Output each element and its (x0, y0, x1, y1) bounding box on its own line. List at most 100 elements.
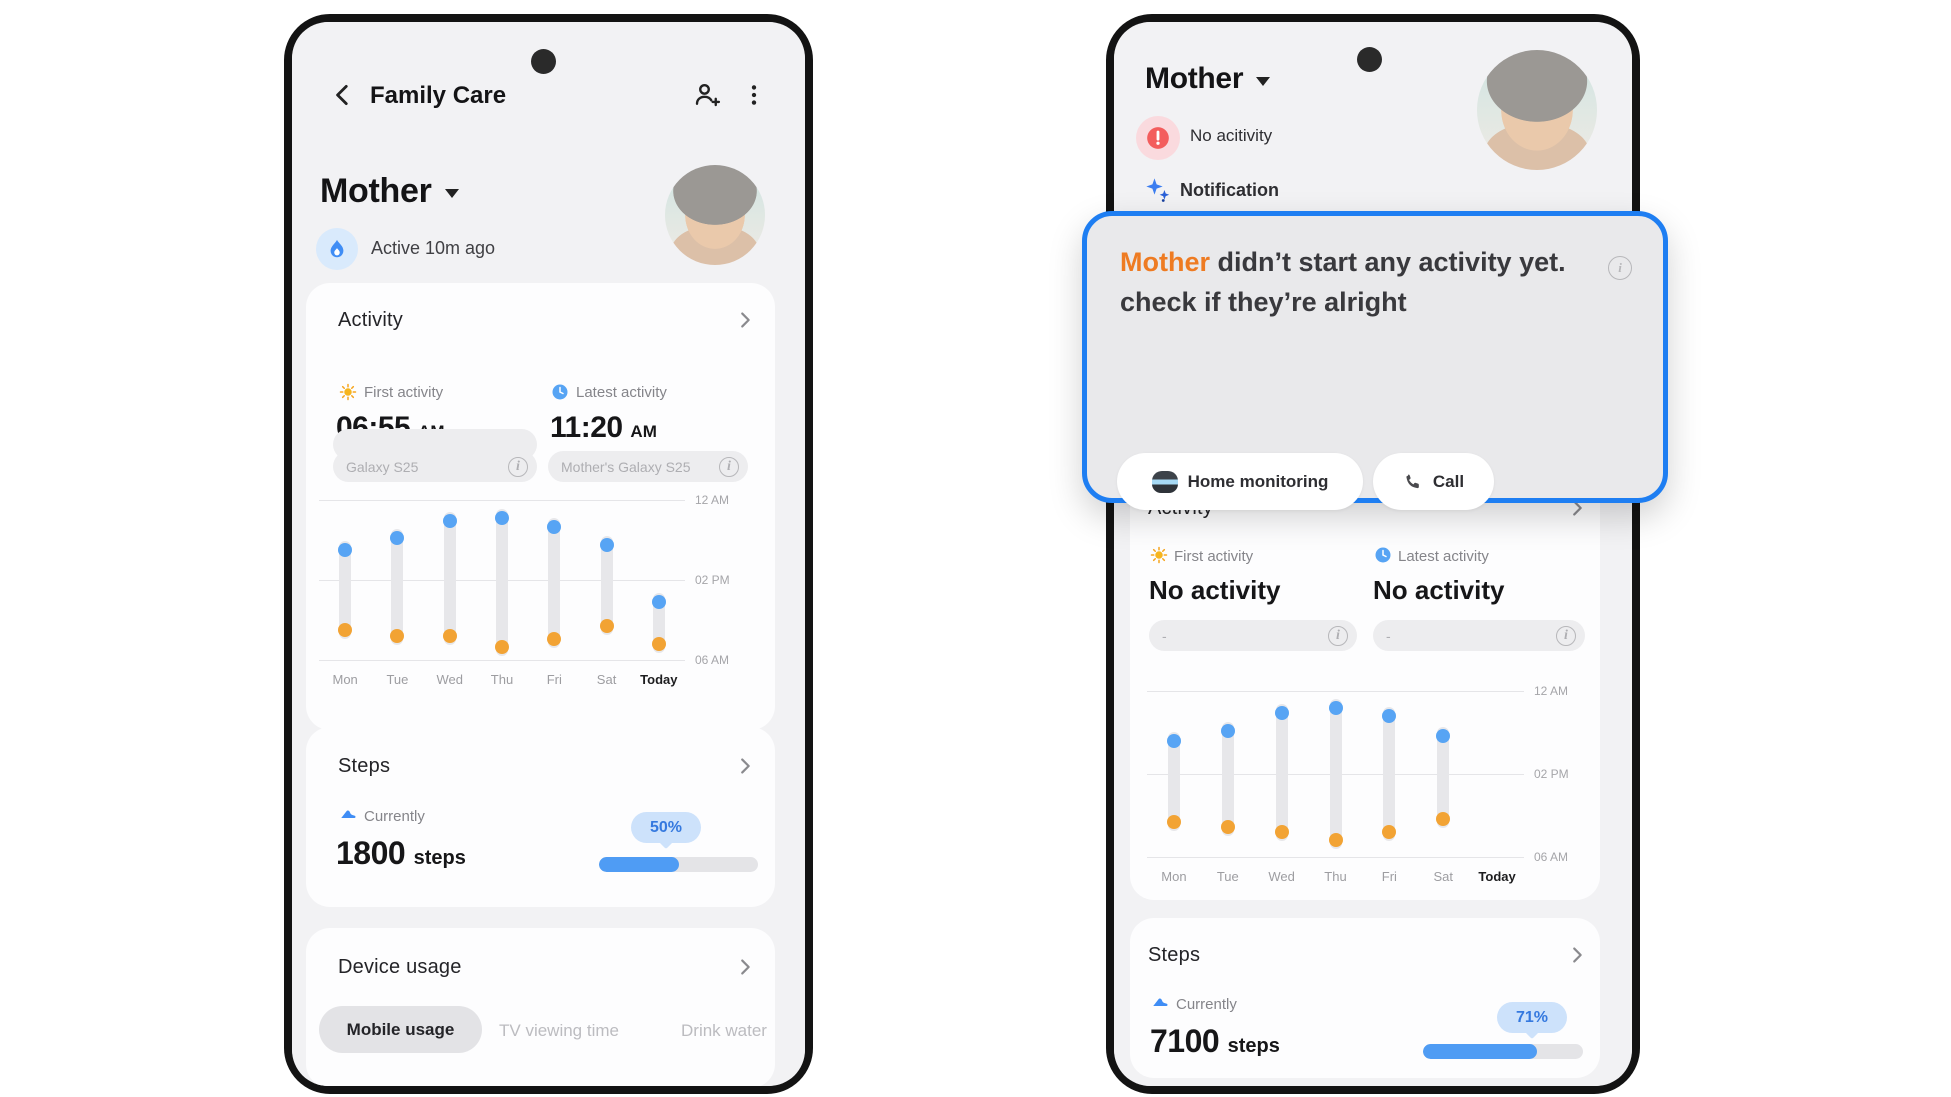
latest-activity-label: Latest activity (576, 384, 667, 401)
steps-card[interactable]: Steps Currently 7100 steps 71% (1130, 918, 1600, 1078)
currently-label: Currently (364, 808, 425, 825)
sparkles-icon (1146, 178, 1170, 202)
chevron-right-icon[interactable] (1566, 944, 1588, 966)
more-menu-icon[interactable] (741, 82, 767, 108)
info-icon[interactable]: i (1608, 256, 1632, 280)
first-activity-dot (1328, 833, 1343, 848)
chart-day-label: Thu (490, 672, 514, 687)
activity-card[interactable]: Activity First activity 06:55 AM Galaxy … (306, 283, 775, 730)
chart-axis-label: 06 AM (1534, 850, 1569, 864)
currently-label: Currently (1176, 996, 1237, 1013)
first-activity-dot (442, 629, 457, 643)
first-activity-dot (390, 629, 405, 643)
first-device-chip[interactable]: - i (1149, 620, 1357, 651)
chevron-right-icon[interactable] (734, 956, 756, 978)
chart-range-bar (1275, 703, 1288, 842)
chart-day-label: Tue (386, 672, 409, 687)
steps-value: 1800 steps (336, 835, 466, 871)
tab-tv-viewing-time[interactable]: TV viewing time (499, 1021, 619, 1040)
avatar[interactable] (1477, 50, 1597, 170)
latest-activity-dot (1166, 733, 1181, 748)
chart-day-label: Mon (1161, 869, 1187, 884)
back-icon[interactable] (330, 82, 356, 108)
right-phone-screen: Mother No acitivity Notification Activit… (1114, 22, 1632, 1086)
latest-activity-dot (442, 513, 457, 528)
chart-range-bar (443, 511, 456, 645)
info-icon[interactable]: i (719, 456, 739, 477)
chart-range-bar (548, 518, 561, 649)
page-title: Family Care (370, 82, 507, 109)
chart-axis-label: 02 PM (695, 573, 730, 587)
tab-drink-water[interactable]: Drink water (681, 1021, 767, 1040)
info-icon[interactable]: i (1556, 625, 1576, 646)
latest-activity-dot (495, 510, 509, 525)
latest-activity-time: 11:20 AM (550, 411, 657, 444)
chart-range-bar (1221, 721, 1234, 837)
first-activity-dot (1274, 825, 1289, 840)
activity-card-title: Activity (338, 309, 403, 331)
chart-range-bar (600, 535, 613, 636)
first-activity-dot (1382, 825, 1397, 840)
add-person-icon[interactable] (692, 80, 722, 110)
home-monitoring-button[interactable]: Home monitoring (1117, 453, 1363, 510)
chart-axis-label: 02 PM (1534, 767, 1569, 781)
camera-punch-hole (1357, 47, 1382, 72)
latest-device-name: Mother's Galaxy S25 (561, 458, 691, 475)
member-name: Mother (1145, 62, 1244, 95)
latest-device-name: - (1386, 627, 1391, 644)
steps-card[interactable]: Steps Currently 1800 steps 50% (306, 727, 775, 907)
chevron-down-icon (444, 189, 459, 198)
latest-device-chip[interactable]: Mother's Galaxy S25 i (548, 451, 748, 482)
sun-icon (1150, 546, 1168, 564)
chart-range-bar (339, 540, 352, 639)
first-activity-dot (338, 622, 353, 637)
latest-device-chip[interactable]: - i (1373, 620, 1585, 651)
steps-percent-badge: 50% (631, 812, 701, 843)
call-button[interactable]: Call (1373, 453, 1494, 510)
chart-axis-label: 06 AM (695, 653, 730, 667)
activity-flame-icon (316, 228, 358, 270)
chevron-right-icon[interactable] (734, 309, 756, 331)
chart-day-label: Fri (1381, 869, 1397, 884)
first-device-chip[interactable]: Galaxy S25 i (333, 451, 537, 482)
member-selector[interactable]: Mother (1145, 62, 1271, 96)
chart-day-label: Today (640, 672, 678, 687)
latest-activity-value: No activity (1373, 575, 1505, 605)
latest-activity-dot (1436, 728, 1451, 743)
activity-chart: 12 AM 02 PM 06 AM Mon Tue Wed Thu Fri Sat Today (1147, 684, 1597, 891)
latest-activity-dot (599, 537, 614, 552)
latest-activity-dot (1274, 705, 1289, 720)
phone-icon (1406, 474, 1419, 488)
alert-icon (1136, 116, 1180, 160)
tab-mobile-usage[interactable]: Mobile usage (319, 1006, 482, 1053)
chart-day-label: Tue (1216, 869, 1239, 884)
clock-icon (552, 384, 568, 400)
info-icon[interactable]: i (508, 456, 528, 477)
chart-range-bar (1329, 698, 1342, 850)
first-activity-dot (651, 637, 666, 651)
popup-message: Mother didn’t start any activity yet. ch… (1120, 247, 1566, 317)
chart-day-label: Thu (1324, 869, 1347, 884)
latest-activity-dot (1382, 708, 1397, 723)
chart-day-label: Fri (546, 672, 562, 687)
avatar[interactable] (665, 165, 765, 265)
info-icon[interactable]: i (1328, 625, 1348, 646)
chart-day-label: Today (1478, 869, 1516, 884)
clock-icon (1375, 547, 1391, 563)
first-activity-dot (599, 619, 614, 634)
chart-range-bar (1167, 731, 1180, 832)
activity-chart: 12 AM 02 PM 06 AM Mon Tue Wed Thu Fri Sat Today (319, 493, 764, 700)
first-activity-dot (1436, 811, 1451, 826)
chart-day-label: Sat (596, 672, 617, 687)
device-usage-card[interactable]: Device usage Mobile usage TV viewing tim… (306, 928, 775, 1086)
first-activity-dot (495, 640, 509, 655)
first-activity-dot (547, 632, 562, 647)
first-device-name: Galaxy S25 (346, 458, 419, 475)
sun-icon (339, 383, 357, 401)
chevron-right-icon[interactable] (1566, 497, 1588, 519)
activity-card[interactable]: Activity First activity No activity - i … (1130, 462, 1600, 900)
chart-axis-label: 12 AM (695, 493, 730, 507)
chevron-right-icon[interactable] (734, 755, 756, 777)
member-selector[interactable]: Mother (320, 172, 459, 211)
chart-range-bar (496, 508, 508, 657)
